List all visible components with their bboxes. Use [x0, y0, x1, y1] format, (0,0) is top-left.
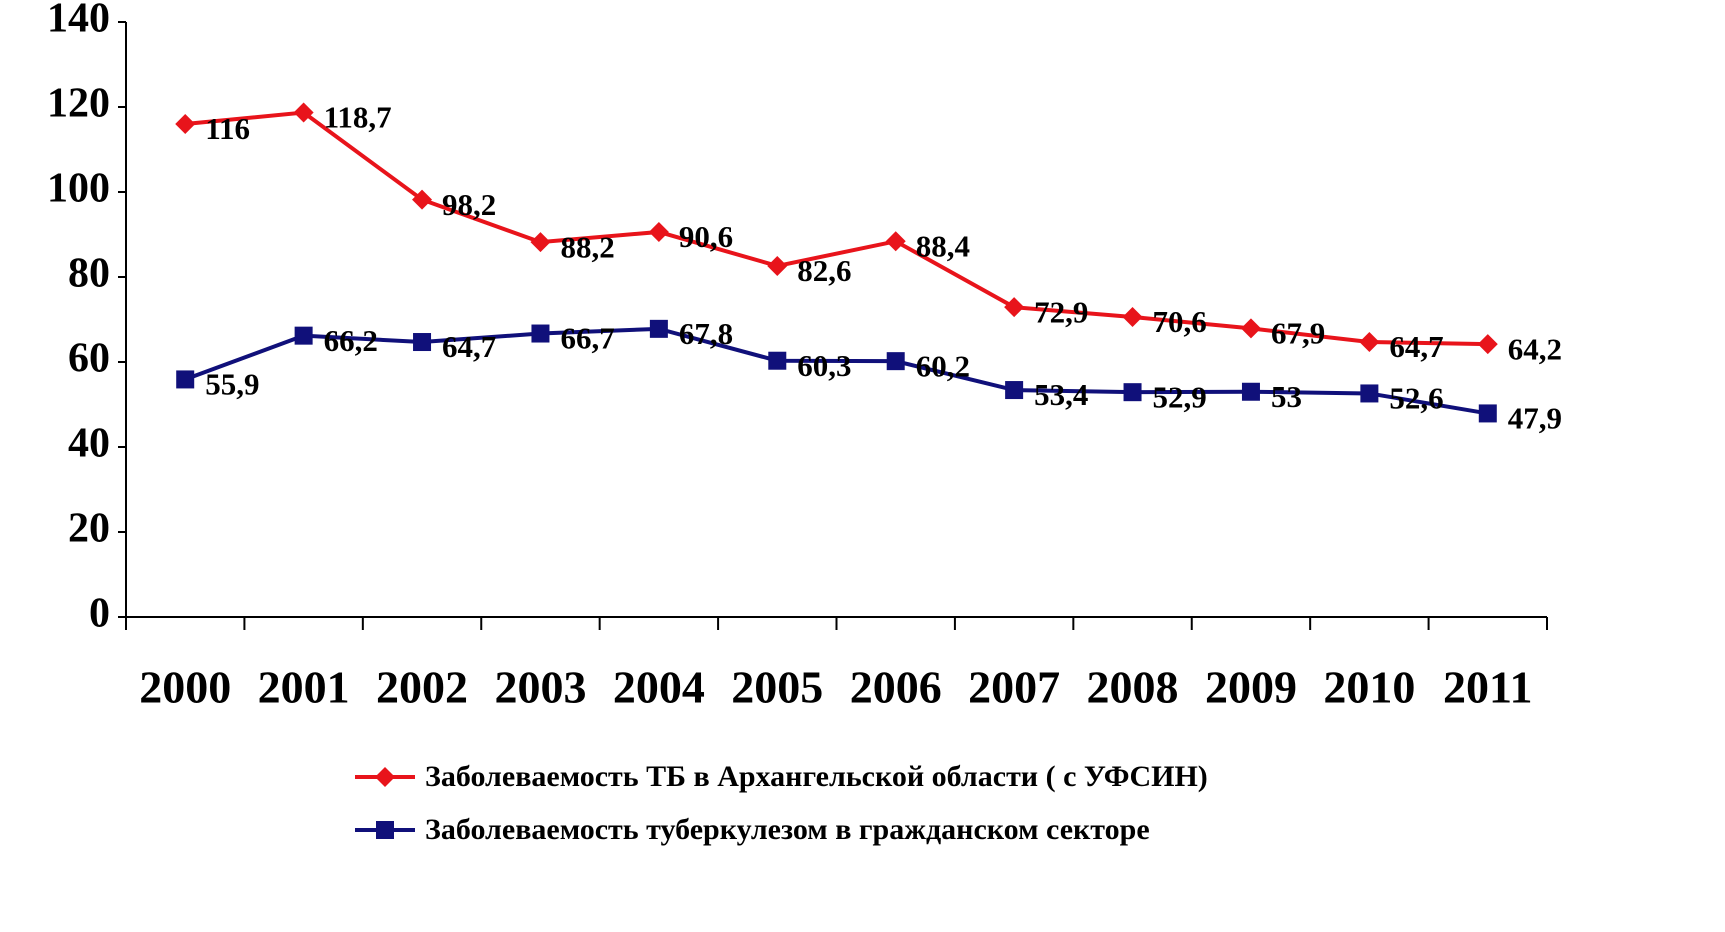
data-label: 88,4 — [916, 228, 970, 263]
x-tick-label: 2009 — [1205, 662, 1297, 713]
data-label: 98,2 — [442, 187, 496, 222]
point — [1123, 383, 1142, 402]
point — [767, 255, 788, 276]
point — [176, 370, 195, 389]
legend-label: Заболеваемость туберкулезом в гражданско… — [425, 813, 1150, 846]
x-tick-label: 2003 — [494, 662, 586, 713]
data-label: 64,7 — [1389, 329, 1443, 364]
x-tick-label: 2002 — [376, 662, 468, 713]
point — [649, 319, 668, 338]
point — [531, 324, 550, 343]
x-tick-label: 2004 — [613, 662, 705, 713]
data-label: 67,8 — [679, 316, 733, 351]
legend-label: Заболеваемость ТБ в Архангельской област… — [425, 760, 1208, 793]
point — [413, 333, 432, 352]
x-tick-label: 2010 — [1323, 662, 1415, 713]
series-line — [185, 110, 1488, 347]
y-tick-label: 20 — [68, 506, 110, 552]
data-label: 67,9 — [1271, 316, 1325, 351]
data-label: 90,6 — [679, 219, 733, 254]
data-label: 64,7 — [442, 329, 496, 364]
point — [1478, 404, 1497, 423]
point — [293, 102, 314, 123]
data-label: 53,4 — [1034, 377, 1088, 412]
point — [1359, 332, 1380, 353]
data-label: 82,6 — [797, 253, 851, 288]
point — [1477, 334, 1498, 355]
series-line — [184, 326, 1489, 416]
point — [530, 232, 551, 253]
x-tick-label: 2005 — [731, 662, 823, 713]
y-tick-label: 0 — [89, 591, 110, 637]
point — [1241, 382, 1260, 401]
y-tick-label: 100 — [47, 166, 110, 212]
point — [1360, 384, 1379, 403]
point — [1005, 381, 1024, 400]
point — [768, 351, 787, 370]
data-label: 118,7 — [324, 100, 392, 135]
data-label: 52,9 — [1153, 379, 1207, 414]
data-label: 66,7 — [560, 321, 614, 356]
y-tick-label: 40 — [68, 421, 110, 467]
data-label: 47,9 — [1508, 401, 1562, 436]
data-label: 53 — [1271, 379, 1302, 414]
x-tick-label: 2006 — [850, 662, 942, 713]
data-label: 72,9 — [1034, 294, 1088, 329]
data-label: 55,9 — [205, 367, 259, 402]
point — [648, 221, 669, 242]
legend-marker — [376, 821, 394, 839]
x-tick-label: 2008 — [1087, 662, 1179, 713]
data-label: 60,2 — [916, 348, 970, 383]
x-tick-label: 2001 — [258, 662, 350, 713]
point — [1240, 318, 1261, 339]
x-tick-label: 2000 — [139, 662, 231, 713]
data-label: 66,2 — [324, 323, 378, 358]
data-label: 88,2 — [560, 229, 614, 264]
data-label: 52,6 — [1389, 381, 1443, 416]
point — [885, 231, 906, 252]
data-label: 116 — [205, 111, 250, 146]
point — [412, 189, 433, 210]
y-tick-label: 140 — [47, 0, 110, 42]
point — [175, 114, 196, 134]
point — [294, 326, 313, 345]
y-tick-label: 80 — [68, 251, 110, 297]
data-label: 70,6 — [1153, 304, 1207, 339]
y-tick-label: 60 — [68, 336, 110, 382]
x-tick-label: 2007 — [968, 662, 1060, 713]
legend-marker — [375, 767, 395, 787]
y-tick-label: 120 — [47, 81, 110, 127]
point — [1122, 306, 1143, 327]
point — [1004, 297, 1025, 318]
point — [886, 352, 905, 371]
x-tick-label: 2011 — [1443, 662, 1532, 713]
data-label: 60,3 — [797, 348, 851, 383]
data-label: 64,2 — [1508, 331, 1562, 366]
